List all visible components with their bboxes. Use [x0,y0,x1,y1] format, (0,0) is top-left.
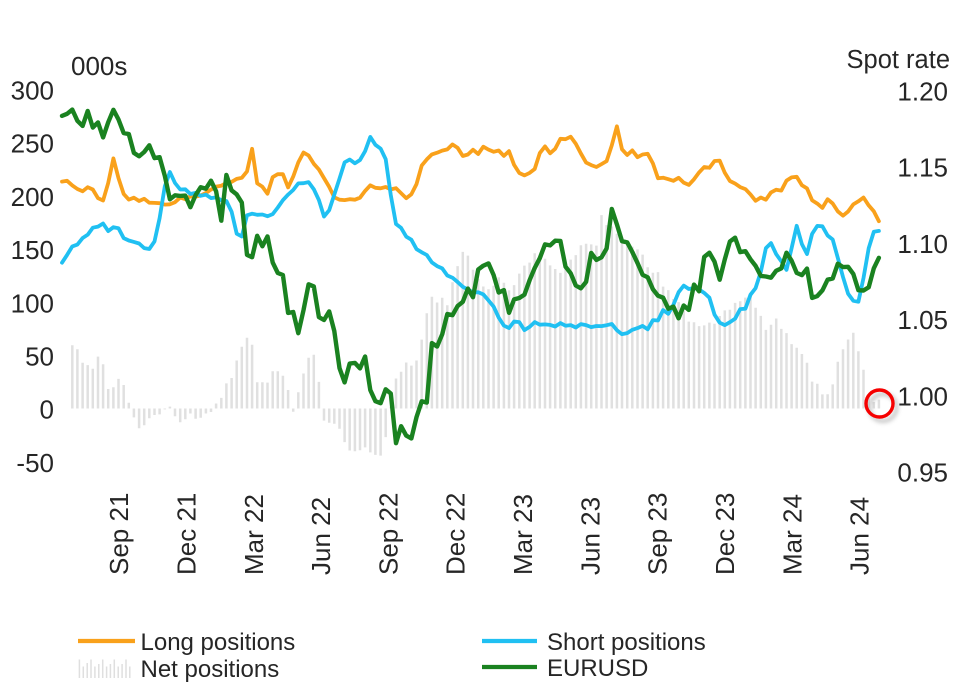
svg-text:1.20: 1.20 [897,77,948,107]
svg-text:250: 250 [11,129,54,159]
svg-text:Jun 24: Jun 24 [845,497,875,575]
svg-text:Long positions: Long positions [141,629,296,656]
svg-text:1.10: 1.10 [897,229,948,259]
svg-text:1.00: 1.00 [897,381,948,411]
svg-text:Dec 22: Dec 22 [441,493,471,575]
svg-text:Jun 22: Jun 22 [306,497,336,575]
svg-text:300: 300 [11,75,54,105]
svg-text:150: 150 [11,235,54,265]
svg-text:200: 200 [11,182,54,212]
svg-text:Sep 23: Sep 23 [643,493,673,575]
svg-text:000s: 000s [71,51,127,81]
svg-text:Sep 21: Sep 21 [104,493,134,575]
svg-text:0.95: 0.95 [897,458,948,488]
svg-text:Net positions: Net positions [141,656,280,683]
svg-text:1.15: 1.15 [897,153,948,183]
svg-text:Mar 22: Mar 22 [239,494,269,575]
svg-text:1.05: 1.05 [897,305,948,335]
svg-text:Short positions: Short positions [547,629,706,656]
svg-text:EURUSD: EURUSD [547,655,648,682]
svg-text:Sep 22: Sep 22 [373,493,403,575]
svg-text:0: 0 [40,395,54,425]
svg-text:-50: -50 [16,448,54,478]
svg-text:Spot rate: Spot rate [847,46,950,74]
svg-text:Dec 21: Dec 21 [171,493,201,575]
svg-text:Mar 24: Mar 24 [777,494,807,575]
svg-text:Mar 23: Mar 23 [508,494,538,575]
svg-text:Dec 23: Dec 23 [710,493,740,575]
svg-text:100: 100 [11,288,54,318]
svg-text:50: 50 [25,342,54,372]
svg-text:Jun 23: Jun 23 [575,497,605,575]
